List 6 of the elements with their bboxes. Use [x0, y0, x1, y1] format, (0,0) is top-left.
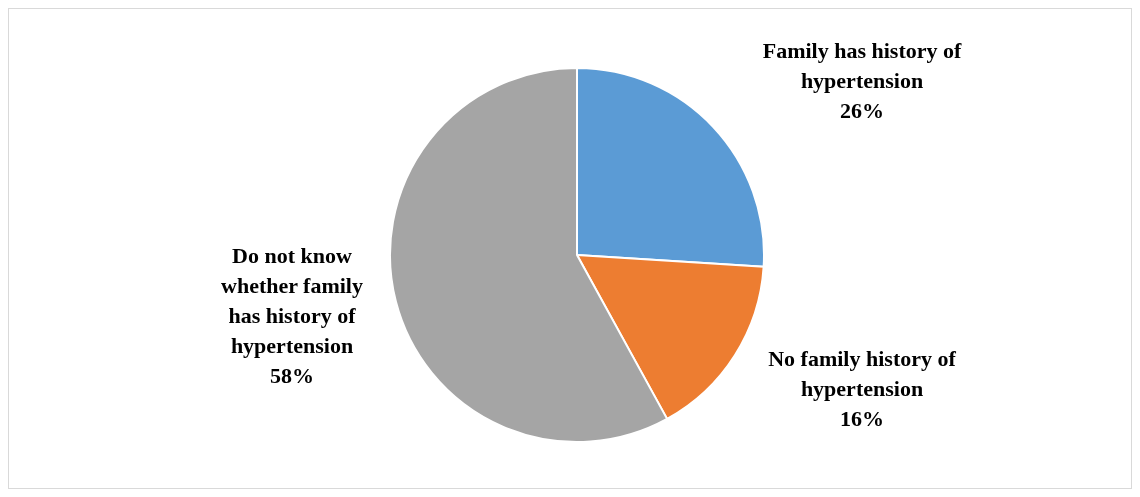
slice-label: Do not know whether family has history of hypertension: [221, 243, 363, 359]
data-label: 16%: [840, 405, 884, 431]
data-label: 58%: [270, 363, 314, 389]
slice-label: Family has history of hypertension: [762, 37, 962, 93]
slice-label: No family history of hypertension: [768, 345, 957, 401]
data-label: 26%: [840, 97, 884, 123]
